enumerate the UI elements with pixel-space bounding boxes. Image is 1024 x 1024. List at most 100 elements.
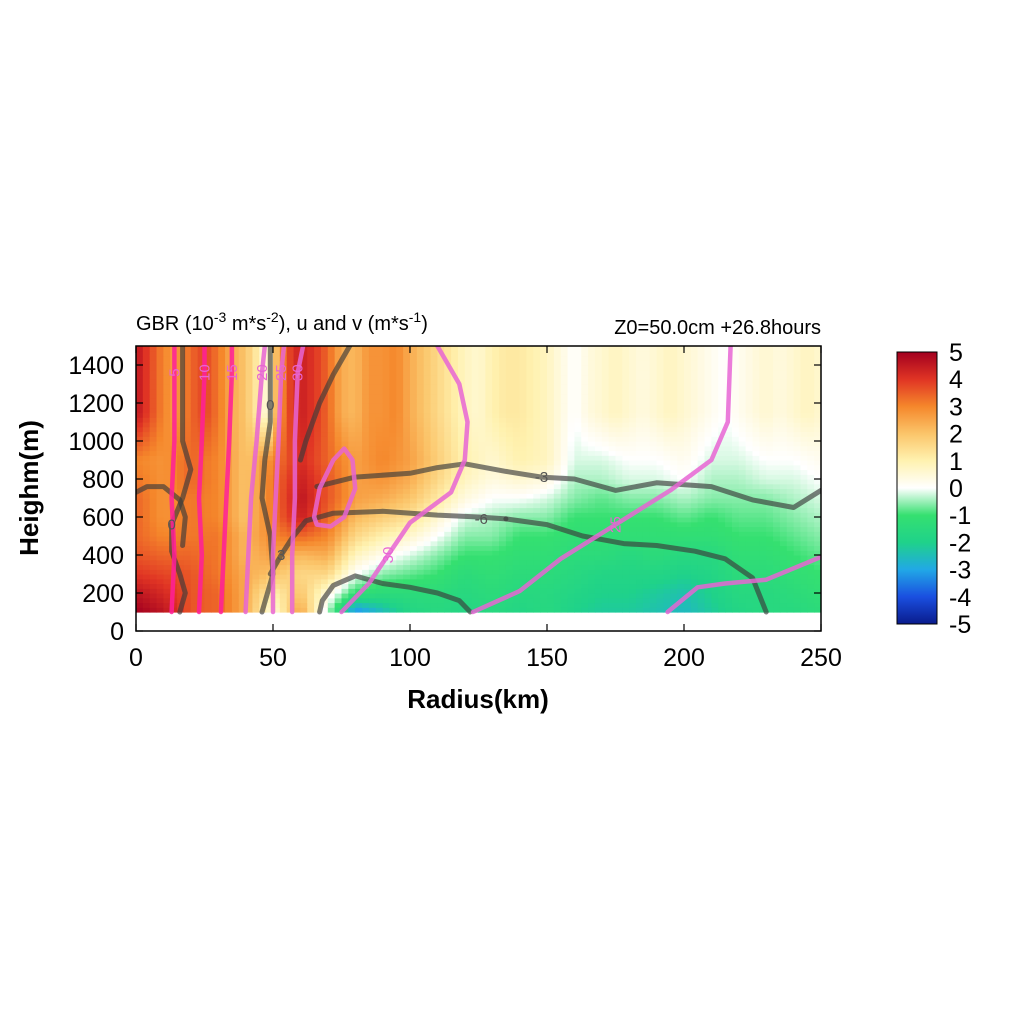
heatmap-cell xyxy=(656,455,665,461)
heatmap-cell xyxy=(615,441,623,447)
heatmap-cell xyxy=(601,365,610,371)
heatmap-cell xyxy=(142,588,151,594)
heatmap-cell xyxy=(581,564,589,570)
heatmap-cell xyxy=(375,464,384,471)
heatmap-cell xyxy=(738,559,747,566)
heatmap-cell xyxy=(533,559,541,566)
heatmap-cell xyxy=(663,407,671,414)
heatmap-cell xyxy=(259,526,267,532)
heatmap-cell xyxy=(266,455,274,461)
heatmap-cell xyxy=(444,455,452,461)
heatmap-cell xyxy=(444,574,452,580)
heatmap-cell xyxy=(581,407,589,414)
heatmap-cell xyxy=(266,507,274,513)
heatmap-cell xyxy=(286,464,295,471)
heatmap-cell xyxy=(581,350,589,357)
heatmap-cell xyxy=(663,431,671,437)
heatmap-cell xyxy=(649,597,658,604)
heatmap-cell xyxy=(718,498,726,504)
heatmap-cell xyxy=(690,436,699,442)
heatmap-cell xyxy=(540,360,548,366)
heatmap-cell xyxy=(259,555,267,561)
heatmap-cell xyxy=(245,602,254,608)
heatmap-cell xyxy=(416,555,425,561)
heatmap-cell xyxy=(629,488,637,494)
heatmap-cell xyxy=(156,450,164,456)
heatmap-cell xyxy=(718,384,726,390)
heatmap-cell xyxy=(163,393,171,399)
heatmap-cell xyxy=(451,564,459,570)
heatmap-cell xyxy=(451,493,459,499)
heatmap-cell xyxy=(663,597,671,604)
heatmap-cell xyxy=(259,531,267,537)
heatmap-cell xyxy=(670,464,678,471)
heatmap-cell xyxy=(457,540,466,547)
heatmap-cell xyxy=(183,531,192,537)
heatmap-cell xyxy=(259,431,267,437)
heatmap-cell xyxy=(567,355,575,361)
heatmap-cell xyxy=(231,436,240,442)
heatmap-cell xyxy=(615,469,623,475)
heatmap-cell xyxy=(252,540,260,547)
heatmap-cell xyxy=(245,583,254,589)
heatmap-cell xyxy=(375,607,384,613)
heatmap-cell xyxy=(362,521,370,528)
heatmap-cell xyxy=(389,369,397,376)
heatmap-cell xyxy=(567,569,575,575)
heatmap-cell xyxy=(204,545,212,551)
heatmap-cell xyxy=(286,526,295,532)
heatmap-cell xyxy=(389,578,397,585)
heatmap-cell xyxy=(410,607,418,613)
heatmap-cell xyxy=(437,426,445,433)
heatmap-cell xyxy=(540,369,548,376)
heatmap-cell xyxy=(601,441,610,447)
heatmap-cell xyxy=(663,498,671,504)
heatmap-cell xyxy=(457,569,466,575)
heatmap-cell xyxy=(505,540,514,547)
heatmap-cell xyxy=(731,360,740,366)
heatmap-cell xyxy=(649,369,658,376)
heatmap-cell xyxy=(382,512,391,518)
heatmap-cell xyxy=(499,445,507,452)
heatmap-cell xyxy=(478,569,486,575)
heatmap-cell xyxy=(663,379,671,385)
heatmap-cell xyxy=(464,464,473,471)
heatmap-cell xyxy=(348,569,356,575)
heatmap-cell xyxy=(238,550,247,556)
heatmap-cell xyxy=(684,407,692,414)
heatmap-cell xyxy=(190,479,199,485)
heatmap-cell xyxy=(286,479,295,485)
heatmap-cell xyxy=(238,445,247,452)
heatmap-cell xyxy=(423,597,432,604)
heatmap-cell xyxy=(711,488,719,494)
heatmap-cell xyxy=(519,483,528,490)
heatmap-cell xyxy=(238,398,247,404)
heatmap-cell xyxy=(451,412,459,418)
heatmap-cell xyxy=(266,512,274,518)
heatmap-cell xyxy=(190,588,199,594)
heatmap-cell xyxy=(478,493,486,499)
heatmap-cell xyxy=(437,469,445,475)
heatmap-cell xyxy=(444,417,452,423)
heatmap-cell xyxy=(594,479,603,485)
heatmap-cell xyxy=(314,574,322,580)
heatmap-cell xyxy=(136,436,144,442)
heatmap-cell xyxy=(259,536,267,542)
heatmap-cell xyxy=(136,360,144,366)
heatmap-cell xyxy=(396,407,404,414)
heatmap-cell xyxy=(238,346,247,352)
heatmap-cell xyxy=(704,388,712,395)
heatmap-cell xyxy=(478,412,486,418)
heatmap-cell xyxy=(670,607,678,613)
heatmap-cell xyxy=(423,360,432,366)
heatmap-cell xyxy=(327,360,336,366)
heatmap-cell xyxy=(738,550,747,556)
heatmap-cell xyxy=(211,521,219,528)
heatmap-cell xyxy=(656,431,665,437)
heatmap-cell xyxy=(403,388,411,395)
heatmap-cell xyxy=(499,545,507,551)
heatmap-cell xyxy=(636,346,644,352)
heatmap-cell xyxy=(245,360,254,366)
heatmap-cell xyxy=(560,578,569,585)
heatmap-cell xyxy=(581,474,589,480)
